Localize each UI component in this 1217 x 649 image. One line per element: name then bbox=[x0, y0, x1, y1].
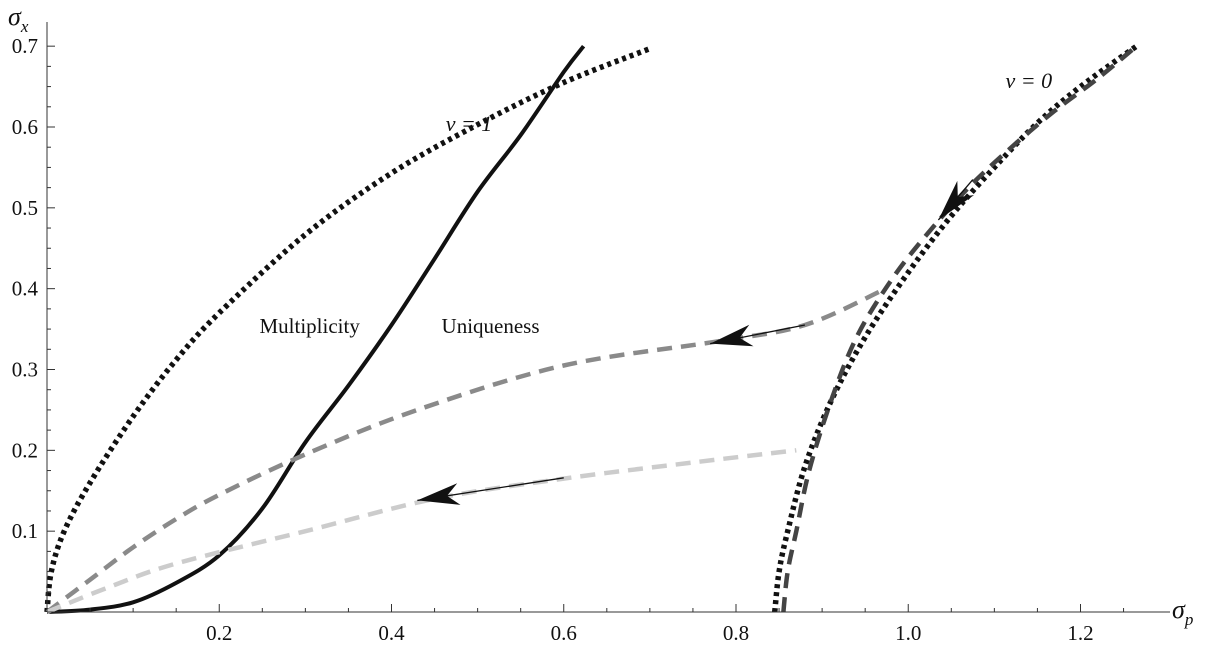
y-tick-label: 0.7 bbox=[12, 34, 38, 58]
annotation-label-3: Uniqueness bbox=[442, 314, 540, 338]
x-tick-label: 1.2 bbox=[1067, 621, 1093, 645]
annotation-label-1: ν = 0 bbox=[1006, 68, 1053, 93]
y-tick-label: 0.6 bbox=[12, 115, 38, 139]
x-tick-label: 0.4 bbox=[378, 621, 405, 645]
annotation-label-0: ν = 1 bbox=[446, 111, 493, 136]
x-axis-label: σp bbox=[1172, 595, 1193, 629]
y-tick-label: 0.5 bbox=[12, 196, 38, 220]
series-dashed-line-3 bbox=[781, 44, 1138, 613]
y-tick-label: 0.1 bbox=[12, 519, 38, 543]
y-tick-label: 0.3 bbox=[12, 358, 38, 382]
annotation-label-2: Multiplicity bbox=[260, 314, 361, 338]
x-tick-label: 1.0 bbox=[895, 621, 921, 645]
series-dashed-line-4 bbox=[45, 288, 884, 614]
series-dotted-line-1 bbox=[44, 46, 651, 613]
axes-layer: 0.2 0.4 0.6 0.8 1.0 1.20.10.20.30.40.50.60.7σ… bbox=[8, 2, 1193, 645]
y-tick-label: 0.4 bbox=[12, 277, 39, 301]
series-dotted-line-2 bbox=[771, 43, 1139, 613]
annotation-layer: ν = 1 ν = 0 Multiplicity Uniqueness bbox=[260, 68, 1053, 338]
y-axis-label: σx bbox=[8, 2, 29, 36]
arrow-head-0 bbox=[710, 324, 754, 347]
x-tick-label: 0.8 bbox=[723, 621, 749, 645]
arrow-head-2 bbox=[938, 180, 974, 220]
x-tick-label: 0.6 bbox=[551, 621, 577, 645]
y-tick-label: 0.2 bbox=[12, 438, 38, 462]
series-solid-line-0 bbox=[46, 44, 586, 614]
series-dashed-line-5 bbox=[46, 448, 797, 615]
arrow-head-1 bbox=[417, 483, 461, 505]
series-layer bbox=[44, 43, 1139, 615]
x-tick-label: 0.2 bbox=[206, 621, 232, 645]
